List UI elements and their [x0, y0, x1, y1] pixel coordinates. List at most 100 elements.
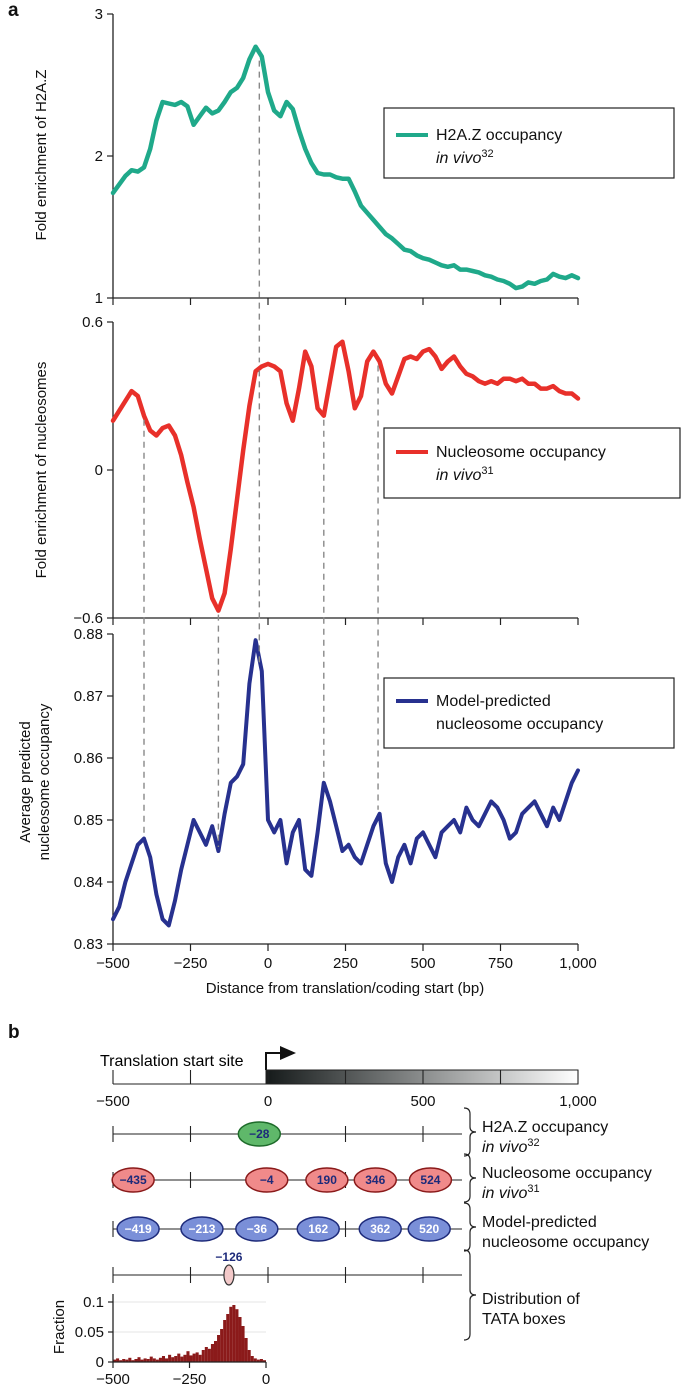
x-tick-label: 750: [488, 955, 513, 972]
tata-bar: [149, 1356, 153, 1362]
tata-bar: [217, 1335, 221, 1362]
nucleosome-ellipse: [353, 1167, 398, 1193]
tata-bar: [262, 1360, 266, 1362]
track-bracket: [463, 1153, 477, 1203]
track-label-line2: in vivo31: [482, 1183, 540, 1202]
scale-tick-label: 1,000: [559, 1093, 597, 1110]
h2az-legend: H2A.Z occupancy in vivo32: [383, 107, 675, 179]
track-label-line2-text: in vivo: [482, 1139, 527, 1156]
panel-a-label: a: [8, 0, 19, 21]
tata-bar: [195, 1352, 199, 1362]
tata-bar: [161, 1356, 166, 1362]
x-tick-label: 500: [410, 955, 435, 972]
model-legend: Model-predicted nucleosome occupancy: [383, 677, 675, 749]
tata-bar: [259, 1359, 263, 1362]
tata-marker: [223, 1264, 235, 1286]
track-label-line2-text: in vivo: [482, 1185, 527, 1202]
nucleosome-position-label: 190: [317, 1173, 337, 1187]
track-label-line2-text: nucleosome occupancy: [482, 1234, 649, 1251]
nucleosome-position-label: −28: [249, 1127, 270, 1141]
x-tick-label: 250: [333, 955, 358, 972]
track-label-line1: H2A.Z occupancy: [482, 1119, 608, 1136]
tss-gradient-bar: [265, 1069, 579, 1085]
x-tick-label: 0: [264, 955, 272, 972]
h2az-series-line: [110, 44, 581, 291]
nucleosome-position-label: 362: [370, 1222, 390, 1236]
tata-bar: [207, 1348, 211, 1362]
nucleosome-ellipse: [237, 1121, 282, 1147]
tata-bar: [125, 1359, 129, 1362]
tata-bar: [226, 1314, 230, 1362]
tata-bar: [137, 1357, 141, 1362]
h2az-y-tick-label: 2: [95, 148, 103, 165]
h2az-y-tick-label: 1: [95, 290, 103, 307]
track-label-line2: in vivo32: [482, 1137, 540, 1156]
model-y-tick-label: 0.83: [74, 936, 103, 953]
nucleosome-position-label: −4: [260, 1173, 274, 1187]
tata-bar: [131, 1360, 135, 1362]
tata-bar: [192, 1353, 196, 1362]
tata-bar: [146, 1359, 150, 1362]
nucleosome-position-label: −36: [247, 1222, 268, 1236]
tata-bar: [232, 1305, 236, 1362]
model-legend-box: [383, 677, 675, 749]
tata-bar: [256, 1359, 260, 1362]
tata-bar: [213, 1341, 218, 1362]
tata-bar: [241, 1326, 245, 1362]
h2az-y-axis-label: Fold enrichment of H2A.Z: [33, 70, 50, 241]
nucleosome-legend: Nucleosome occupancy in vivo31: [383, 427, 681, 499]
h2az-legend-line1: H2A.Z occupancy: [436, 127, 562, 144]
tata-marker-label: −126: [215, 1250, 242, 1264]
track-label-line2: nucleosome occupancy: [482, 1234, 649, 1251]
nucleosome-position-label: 346: [365, 1173, 385, 1187]
nucleosome-position-label: 520: [419, 1222, 439, 1236]
track-bracket: [463, 1202, 477, 1252]
tata-bar: [247, 1350, 251, 1362]
nucleosome-ellipse: [116, 1216, 160, 1242]
nucleosome-y-tick-label: 0: [95, 462, 103, 479]
tata-bar: [235, 1309, 239, 1362]
nucleosome-position-label: −419: [125, 1222, 152, 1236]
tata-bar: [116, 1358, 120, 1362]
h2az-y-tick-label: 3: [95, 6, 103, 23]
tata-bar: [152, 1358, 156, 1362]
x-tick-label: −250: [174, 955, 208, 972]
tata-bar: [177, 1353, 181, 1362]
tata-bar: [165, 1358, 169, 1362]
tata-bar: [229, 1306, 233, 1362]
nucleosome-ellipse: [245, 1167, 289, 1193]
tata-bar: [174, 1356, 178, 1362]
tata-bar: [201, 1350, 205, 1362]
model-series-line: [111, 638, 580, 928]
tata-label-line2: TATA boxes: [482, 1311, 566, 1328]
model-y-axis-label-line1: Average predicted: [17, 721, 34, 842]
tss-arrow-stem: [265, 1052, 282, 1070]
tata-bar: [155, 1359, 159, 1362]
tata-bar: [113, 1359, 117, 1362]
x-tick-label: 1,000: [559, 955, 597, 972]
nucleosome-chart: Fold enrichment of nucleosomes Nucleosom…: [33, 314, 681, 627]
nucleosome-position-label: −213: [188, 1222, 215, 1236]
x-axis-label: Distance from translation/coding start (…: [206, 980, 484, 997]
model-legend-line2: nucleosome occupancy: [436, 716, 603, 733]
tata-bar: [189, 1355, 193, 1362]
nucleosome-ellipse: [358, 1216, 402, 1242]
tata-bar: [244, 1338, 248, 1362]
tata-x-tick-label: −500: [96, 1371, 130, 1388]
tata-bar: [180, 1356, 184, 1362]
nucleosome-series-line: [110, 339, 581, 613]
tata-bar: [122, 1359, 126, 1362]
nucleosome-position-label: 524: [420, 1173, 440, 1187]
tata-bar: [128, 1357, 132, 1362]
panel-b: Translation start site −500 0 500 1,000 −28 H…: [96, 1046, 652, 1341]
tata-x-tick-label: 0: [262, 1371, 270, 1388]
tata-y-tick-label: 0.05: [75, 1324, 104, 1341]
nucleosome-legend-box: [383, 427, 681, 499]
scale-tick-label: 500: [410, 1093, 435, 1110]
h2az-chart: Fold enrichment of H2A.Z H2A.Z occupancy…: [33, 6, 675, 307]
tata-label-line1: Distribution of: [482, 1291, 580, 1308]
model-chart: Average predicted nucleosome occupancy D…: [17, 626, 675, 997]
h2az-legend-line2: in vivo32: [436, 148, 494, 167]
scale-tick-label: 0: [264, 1093, 272, 1110]
tata-bar: [140, 1359, 144, 1362]
